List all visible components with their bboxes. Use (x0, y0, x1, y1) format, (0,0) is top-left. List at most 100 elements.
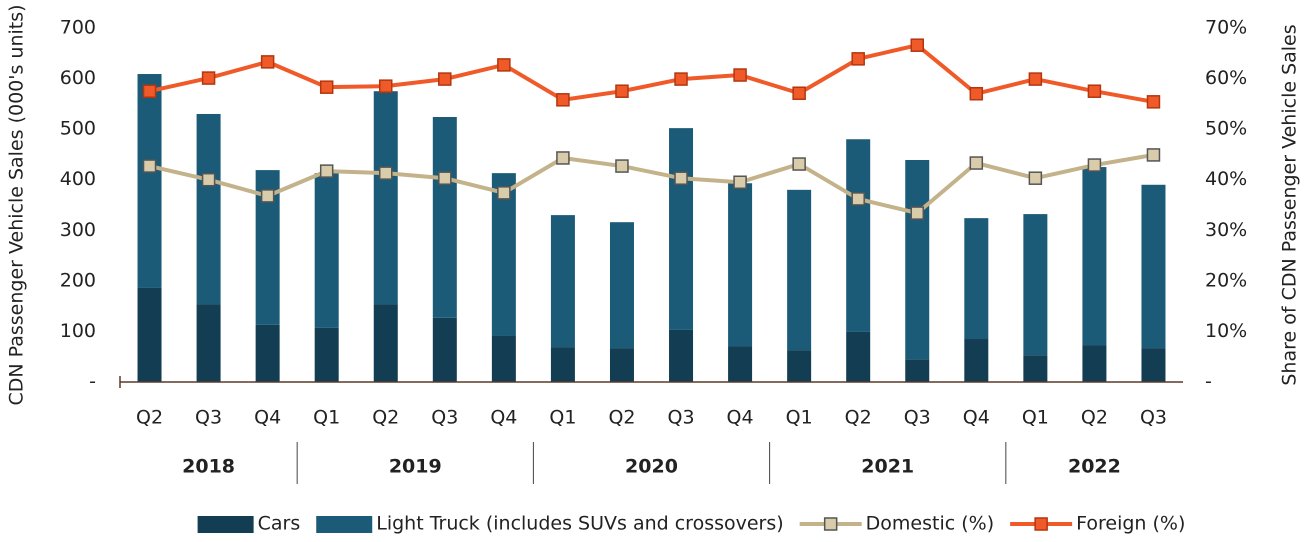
x-tick-label: Q4 (254, 407, 281, 429)
bar (432, 117, 457, 318)
bar (432, 317, 457, 382)
marker (851, 52, 865, 66)
bar (1082, 167, 1107, 346)
marker (733, 68, 747, 82)
marker (556, 151, 570, 165)
marker (438, 72, 452, 86)
marker (379, 166, 393, 180)
y2-tick-label: 60% (1205, 67, 1247, 89)
y2-tick-label: 30% (1205, 219, 1247, 241)
bar (196, 113, 221, 305)
marker (733, 175, 747, 189)
marker (201, 172, 216, 187)
bar (1141, 184, 1166, 349)
marker (969, 156, 984, 170)
group-label: 2022 (1068, 456, 1121, 478)
marker (260, 55, 275, 69)
marker (142, 84, 157, 98)
y-axis-label: CDN Passenger Vehicle Sales (000's units… (6, 4, 28, 405)
y2-tick-label: 20% (1205, 269, 1247, 291)
marker (851, 192, 865, 206)
bar (964, 218, 989, 340)
x-tick-label: Q3 (668, 407, 695, 429)
bar (314, 173, 339, 328)
bar (255, 324, 280, 382)
legend-label: Foreign (%) (1076, 513, 1185, 535)
marker (674, 171, 688, 185)
bar (1023, 214, 1048, 356)
y2-tick-label: 40% (1205, 168, 1247, 190)
y2-axis-label: Share of CDN Passenger Vehicle Sales (1279, 24, 1301, 385)
legend-swatch (197, 516, 254, 533)
line (149, 152, 1154, 216)
bar (669, 329, 694, 382)
marker (319, 164, 334, 178)
y-tick-label: 400 (60, 168, 96, 190)
x-tick-label: Q2 (1081, 407, 1108, 429)
y-tick-label: 600 (60, 67, 96, 89)
bar (609, 222, 634, 349)
y2-tick-label: 70% (1205, 17, 1247, 39)
marker (379, 79, 393, 93)
marker (792, 157, 806, 171)
bar (787, 189, 812, 351)
bar (669, 128, 694, 330)
marker (556, 93, 570, 107)
line (149, 43, 1154, 104)
legend-label: Cars (258, 513, 301, 535)
bar (1141, 348, 1166, 382)
marker (910, 38, 924, 52)
legend-marker (823, 517, 838, 531)
marker (1028, 72, 1043, 86)
x-tick-label: Q1 (1022, 407, 1049, 429)
legend-marker (1034, 517, 1048, 531)
y-tick-label: 100 (60, 320, 96, 342)
marker (1087, 158, 1102, 172)
marker (1146, 148, 1161, 162)
marker (910, 206, 924, 220)
x-tick-label: Q2 (845, 407, 872, 429)
x-tick-label: Q1 (786, 407, 813, 429)
group-label: 2019 (389, 456, 442, 478)
x-tick-label: Q2 (136, 407, 163, 429)
x-tick-label: Q3 (904, 407, 931, 429)
marker (142, 159, 157, 173)
marker (792, 86, 806, 100)
bar (728, 183, 753, 347)
marker (497, 186, 511, 200)
marker (1146, 95, 1161, 109)
x-tick-label: Q4 (490, 407, 517, 429)
legend: Cars Light Truck (includes SUVs and cross… (197, 513, 1185, 535)
y2-tick-label: 10% (1205, 320, 1247, 342)
y2-tick-label: - (1205, 371, 1212, 393)
y-tick-label: 700 (60, 17, 96, 39)
marker (1087, 84, 1102, 98)
x-tick-label: Q3 (195, 407, 222, 429)
y-tick-label: 300 (60, 219, 96, 241)
legend-label: Light Truck (includes SUVs and crossover… (376, 513, 783, 535)
marker (969, 86, 984, 101)
marker (674, 72, 688, 86)
bar (905, 359, 930, 382)
bar (846, 139, 871, 332)
x-tick-label: Q4 (963, 407, 990, 429)
bar (787, 350, 812, 382)
x-tick-label: Q1 (549, 407, 576, 429)
marker (615, 159, 629, 173)
bar (728, 346, 753, 382)
bar (196, 304, 221, 382)
bar (964, 339, 989, 382)
legend-swatch (316, 516, 373, 533)
bar (491, 335, 516, 382)
group-label: 2021 (861, 456, 914, 478)
marker (497, 58, 511, 72)
marker (1028, 171, 1043, 185)
x-tick-label: Q3 (1140, 407, 1167, 429)
marker (319, 80, 334, 94)
bar (373, 304, 398, 382)
x-tick-label: Q1 (313, 407, 340, 429)
bar (137, 287, 162, 382)
y2-tick-label: 50% (1205, 118, 1247, 140)
marker (438, 171, 452, 185)
